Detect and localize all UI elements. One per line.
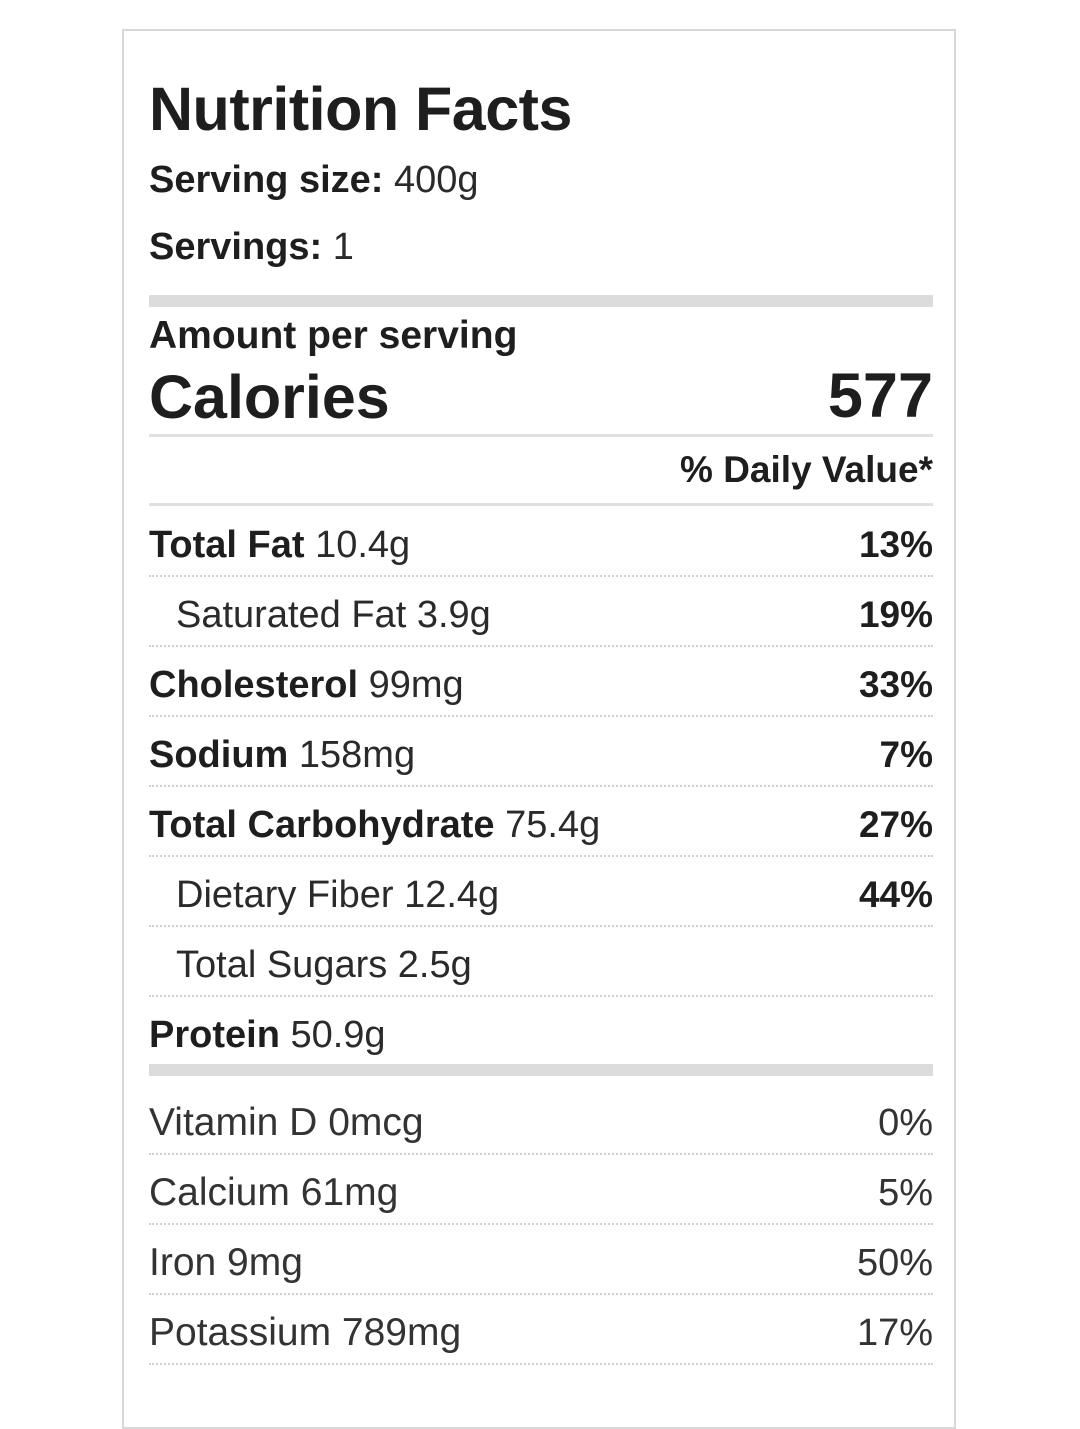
vitamin-name: Vitamin D 0mcg [149, 1101, 424, 1144]
calories-value: 577 [827, 361, 933, 431]
servings-line: Servings: 1 [149, 225, 354, 269]
vitamin-row-iron: Iron 9mg 50% [149, 1225, 933, 1295]
nutrient-row-protein: Protein 50.9g [149, 997, 933, 1067]
thick-divider-top [149, 295, 933, 307]
nutrient-name: Cholesterol 99mg [149, 664, 464, 706]
nutrient-dv: 13% [858, 524, 933, 565]
vitamin-row-potassium: Potassium 789mg 17% [149, 1295, 933, 1365]
nutrient-name: Sodium 158mg [149, 734, 416, 776]
servings-label: Servings: [149, 226, 323, 268]
serving-size-label: Serving size: [149, 159, 384, 201]
vitamin-dv: 5% [878, 1172, 933, 1214]
nutrient-row-total-carbohydrate: Total Carbohydrate 75.4g 27% [149, 787, 933, 857]
vitamin-name: Potassium 789mg [149, 1311, 462, 1354]
nutrient-name: Dietary Fiber 12.4g [176, 874, 500, 916]
nutrient-dv: 19% [858, 594, 933, 635]
nutrient-dv: 33% [858, 664, 933, 705]
nutrient-row-cholesterol: Cholesterol 99mg 33% [149, 647, 933, 717]
nutrient-name: Total Sugars 2.5g [176, 944, 472, 986]
nutrient-row-total-sugars: Total Sugars 2.5g [149, 927, 933, 997]
vitamin-row-calcium: Calcium 61mg 5% [149, 1155, 933, 1225]
nutrient-name: Total Carbohydrate 75.4g [149, 804, 601, 846]
nutrient-name: Saturated Fat 3.9g [176, 594, 491, 636]
vitamin-row-vitamin-d: Vitamin D 0mcg 0% [149, 1085, 933, 1155]
vitamin-name: Calcium 61mg [149, 1171, 399, 1214]
serving-size-line: Serving size: 400g [149, 158, 479, 202]
nutrient-name: Total Fat 10.4g [149, 524, 411, 566]
vitamin-dv: 0% [878, 1102, 933, 1144]
calories-label: Calories [149, 363, 390, 431]
nutrient-dv: 7% [879, 734, 933, 775]
nutrient-dv: 44% [858, 874, 933, 915]
serving-size-value: 400g [393, 159, 479, 201]
thick-divider-vitamins [149, 1064, 933, 1076]
nutrient-row-dietary-fiber: Dietary Fiber 12.4g 44% [149, 857, 933, 927]
nutrition-title: Nutrition Facts [149, 75, 572, 143]
vitamin-name: Iron 9mg [149, 1241, 303, 1284]
nutrient-row-total-fat: Total Fat 10.4g 13% [149, 507, 933, 577]
daily-value-header: % Daily Value* [680, 449, 933, 490]
nutrient-name: Protein 50.9g [149, 1014, 386, 1056]
vitamin-dv: 50% [856, 1242, 933, 1284]
vitamin-dv: 17% [856, 1312, 933, 1354]
nutrient-row-saturated-fat: Saturated Fat 3.9g 19% [149, 577, 933, 647]
amount-per-serving: Amount per serving [149, 314, 518, 357]
divider-daily-value [149, 503, 933, 506]
nutrient-dv: 27% [858, 804, 933, 845]
nutrient-row-sodium: Sodium 158mg 7% [149, 717, 933, 787]
servings-value: 1 [332, 226, 354, 268]
divider-calories [149, 434, 933, 437]
